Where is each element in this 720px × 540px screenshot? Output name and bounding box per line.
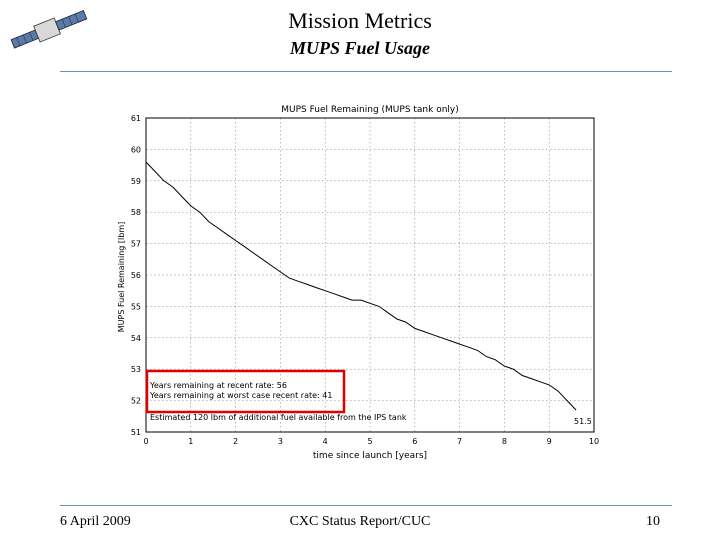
footer-divider [60, 505, 672, 506]
x-axis-label: time since launch [years] [313, 451, 427, 461]
y-tick-label: 54 [131, 334, 141, 343]
annotation-recent-rate: Years remaining at recent rate: 56 [149, 381, 287, 390]
slide-title: Mission Metrics [288, 8, 432, 33]
footer-date: 6 April 2009 [60, 514, 131, 529]
x-tick-label: 1 [188, 437, 193, 446]
y-tick-label: 60 [131, 145, 141, 154]
y-tick-label: 57 [131, 240, 141, 249]
x-tick-label: 8 [502, 437, 507, 446]
y-tick-label: 53 [131, 365, 141, 374]
plot-frame [145, 117, 595, 433]
annotation-worst-rate: Years remaining at worst case recent rat… [149, 391, 332, 400]
header-divider [60, 71, 672, 72]
grid [146, 118, 594, 432]
x-tick-label: 3 [278, 437, 283, 446]
y-tick-label: 59 [131, 177, 141, 186]
y-tick-label: 52 [131, 397, 141, 406]
y-tick-label: 56 [131, 271, 141, 280]
x-ticks: 0 1 2 3 4 5 6 7 8 9 10 [143, 437, 599, 446]
x-tick-label: 2 [233, 437, 238, 446]
annotation-end-value: 51.5 [574, 417, 592, 426]
y-ticks: 51 52 53 54 55 56 57 58 59 60 61 [131, 114, 141, 437]
x-tick-label: 4 [323, 437, 328, 446]
chart-title: MUPS Fuel Remaining (MUPS tank only) [281, 105, 459, 115]
annotation-ips-fuel: Estimated 120 lbm of additional fuel ava… [150, 413, 407, 422]
x-tick-label: 0 [143, 437, 148, 446]
fuel-chart: MUPS Fuel Remaining (MUPS tank only) tim… [117, 105, 599, 461]
series-line [145, 161, 577, 411]
x-tick-label: 10 [589, 437, 599, 446]
x-tick-label: 9 [547, 437, 552, 446]
y-tick-label: 58 [131, 208, 141, 217]
y-tick-label: 61 [131, 114, 141, 123]
x-tick-label: 7 [457, 437, 462, 446]
highlight-box [145, 369, 346, 414]
x-tick-label: 5 [367, 437, 372, 446]
y-tick-label: 55 [131, 302, 141, 311]
x-tick-label: 6 [412, 437, 417, 446]
satellite-icon [10, 9, 88, 49]
y-tick-label: 51 [131, 428, 141, 437]
page-number: 10 [646, 514, 660, 529]
slide-subtitle: MUPS Fuel Usage [289, 38, 430, 58]
footer-report: CXC Status Report/CUC [289, 514, 431, 529]
y-axis-label: MUPS Fuel Remaining [lbm] [117, 222, 126, 332]
